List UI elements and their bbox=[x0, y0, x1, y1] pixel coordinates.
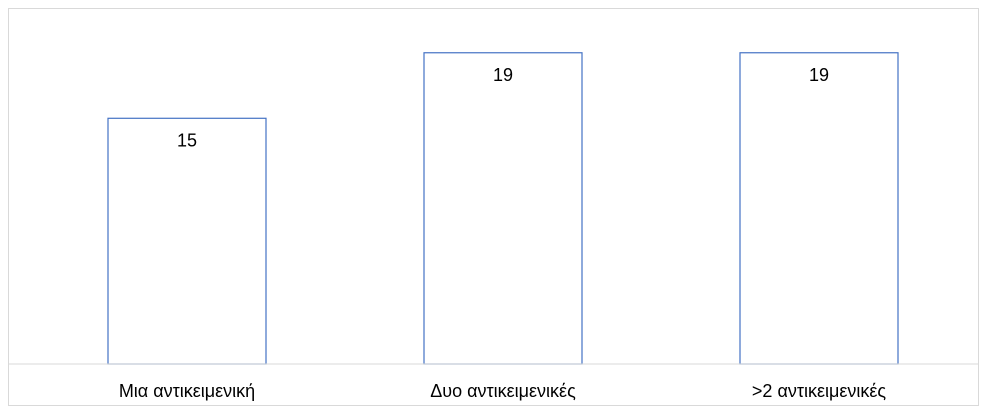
category-label-3: >2 αντικειμενικές bbox=[752, 381, 886, 401]
labels-layer: 15 19 19 bbox=[177, 65, 829, 151]
category-label-2: Δυο αντικειμενικές bbox=[430, 381, 576, 401]
data-label-1: 15 bbox=[177, 130, 197, 150]
category-labels: Μια αντικειμενική Δυο αντικειμενικές >2 αν… bbox=[119, 381, 887, 401]
data-label-2: 19 bbox=[493, 65, 513, 85]
data-label-3: 19 bbox=[809, 65, 829, 85]
bar-1 bbox=[107, 117, 267, 365]
bar-2 bbox=[423, 52, 583, 365]
category-label-1: Μια αντικειμενική bbox=[119, 381, 255, 401]
bar-3 bbox=[739, 52, 899, 365]
bars-layer bbox=[107, 52, 899, 365]
